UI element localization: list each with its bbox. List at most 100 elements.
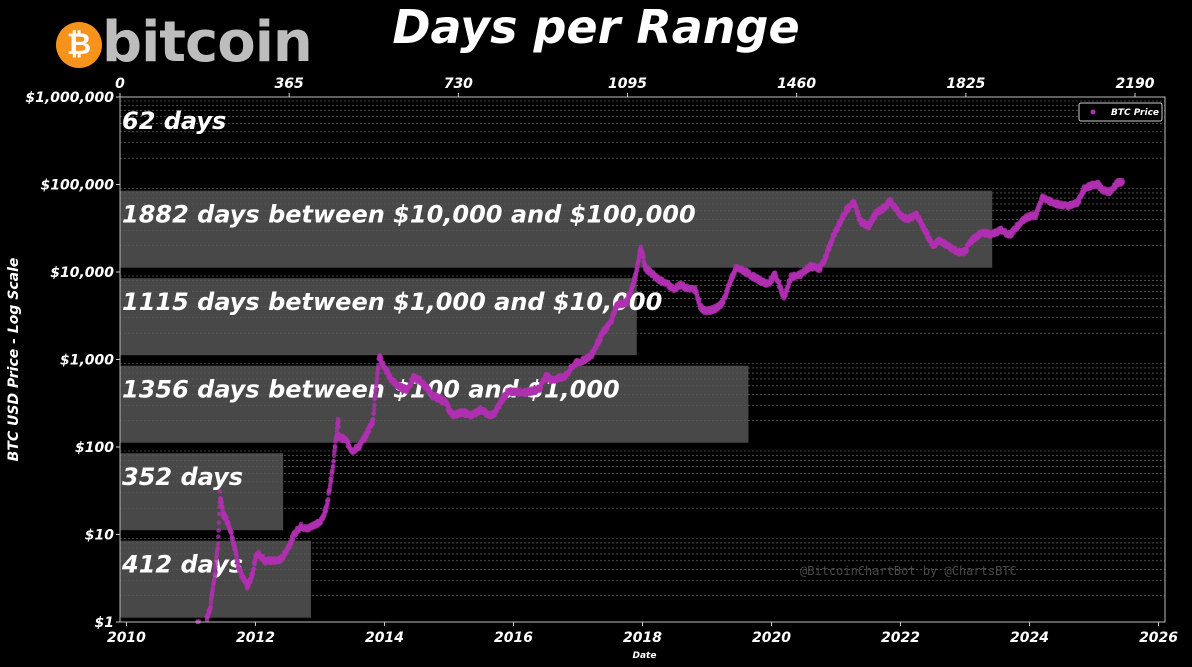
bitcoin-coin-icon xyxy=(56,22,102,68)
bitcoin-logo: ₿ bitcoin xyxy=(56,10,313,78)
range-label: 412 days xyxy=(121,551,243,579)
price-point xyxy=(346,439,351,445)
price-point xyxy=(379,356,384,362)
price-point xyxy=(370,420,376,426)
price-point xyxy=(234,554,239,559)
y-tick-label: $100,000 xyxy=(40,178,114,194)
price-point xyxy=(230,535,236,541)
price-point xyxy=(212,570,218,575)
price-point xyxy=(773,273,779,278)
y-tick-label: $10 xyxy=(85,528,114,544)
price-point xyxy=(213,562,219,567)
x-tick-label: 2024 xyxy=(1010,630,1049,646)
range-band xyxy=(120,190,993,268)
bitcoin-wordmark: bitcoin xyxy=(102,10,313,75)
range-label: 352 days xyxy=(122,463,243,491)
price-point xyxy=(208,604,213,610)
price-point xyxy=(1037,204,1042,210)
x-tick-label: 2022 xyxy=(881,630,920,646)
y-tick-label: $1,000 xyxy=(60,353,114,369)
price-point xyxy=(215,546,221,551)
top-tick-label: 1095 xyxy=(608,76,647,92)
price-point xyxy=(318,520,324,526)
btc-price-points xyxy=(195,177,1126,625)
price-point xyxy=(826,246,832,252)
price-point xyxy=(366,428,372,434)
bitcoin-symbol: ₿ xyxy=(66,27,92,62)
price-point xyxy=(693,285,698,290)
y-tick-label: $1 xyxy=(95,615,114,631)
price-point xyxy=(208,600,214,606)
legend-marker-btc-price xyxy=(1090,109,1096,115)
price-point xyxy=(538,385,544,391)
range-band xyxy=(120,453,284,531)
price-point xyxy=(210,585,216,591)
range-label: 62 days xyxy=(122,107,226,135)
price-point xyxy=(925,230,931,236)
price-point xyxy=(229,529,234,535)
x-axis-ticks: 2010 2012 2014 2016 2018 2020 2022 2024 2026 xyxy=(107,622,1178,646)
price-point xyxy=(212,576,217,582)
y-tick-label: $1,000,000 xyxy=(25,90,114,106)
price-point xyxy=(1034,211,1040,217)
price-point xyxy=(251,566,257,572)
price-point xyxy=(330,463,336,469)
top-tick-label: 1825 xyxy=(946,76,985,92)
price-point xyxy=(216,534,221,540)
x-tick-label: 2026 xyxy=(1139,630,1178,646)
price-point xyxy=(696,297,702,302)
price-point xyxy=(372,392,378,398)
x-tick-label: 2010 xyxy=(107,630,146,646)
price-point xyxy=(298,521,304,527)
top-tick-label: 730 xyxy=(444,76,473,92)
price-point xyxy=(224,515,229,520)
x-tick-label: 2012 xyxy=(236,630,275,646)
y-tick-label: $10,000 xyxy=(50,265,114,281)
price-point xyxy=(290,537,296,542)
price-point xyxy=(371,410,377,416)
price-point xyxy=(375,370,380,375)
x-axis-label: Date xyxy=(633,651,657,661)
price-point xyxy=(217,489,223,494)
price-point xyxy=(332,444,338,450)
price-point xyxy=(830,237,835,243)
price-point xyxy=(371,406,377,412)
price-point xyxy=(1120,179,1126,185)
price-point xyxy=(370,416,376,422)
y-axis-label: BTC USD Price - Log Scale xyxy=(6,258,22,462)
price-point xyxy=(372,402,377,408)
price-point xyxy=(226,520,231,526)
top-axis-ticks: 0 365 730 1095 1460 1825 2190 xyxy=(115,76,1155,97)
price-point xyxy=(213,565,218,571)
x-tick-label: 2014 xyxy=(365,630,404,646)
top-tick-label: 2190 xyxy=(1116,76,1155,92)
range-label: 1882 days between $10,000 and $100,000 xyxy=(122,201,696,229)
watermark: @BitcoinChartBot by @ChartsBTC xyxy=(800,564,1017,578)
price-point xyxy=(329,475,334,480)
price-point xyxy=(219,500,225,505)
price-point xyxy=(605,326,610,331)
price-point xyxy=(252,562,257,567)
price-point xyxy=(381,360,386,366)
top-tick-label: 1460 xyxy=(777,76,816,92)
price-point xyxy=(216,520,222,525)
chart-title: Days per Range xyxy=(392,0,800,54)
x-tick-label: 2018 xyxy=(623,630,662,646)
y-tick-label: $100 xyxy=(75,440,114,456)
range-bands: 62 days 1882 days between $10,000 and $10… xyxy=(120,107,993,618)
price-point xyxy=(336,424,341,430)
price-point xyxy=(854,205,859,210)
range-band xyxy=(120,365,749,443)
top-tick-label: 0 xyxy=(115,76,125,92)
price-point xyxy=(336,419,341,425)
x-tick-label: 2016 xyxy=(494,630,533,646)
range-label: 1115 days between $1,000 and $10,000 xyxy=(122,288,662,316)
price-point xyxy=(220,504,225,510)
price-point xyxy=(634,268,640,273)
price-point xyxy=(216,528,221,533)
price-point xyxy=(375,366,381,372)
price-point xyxy=(964,247,970,252)
price-point xyxy=(215,541,221,547)
top-tick-label: 365 xyxy=(275,76,304,92)
